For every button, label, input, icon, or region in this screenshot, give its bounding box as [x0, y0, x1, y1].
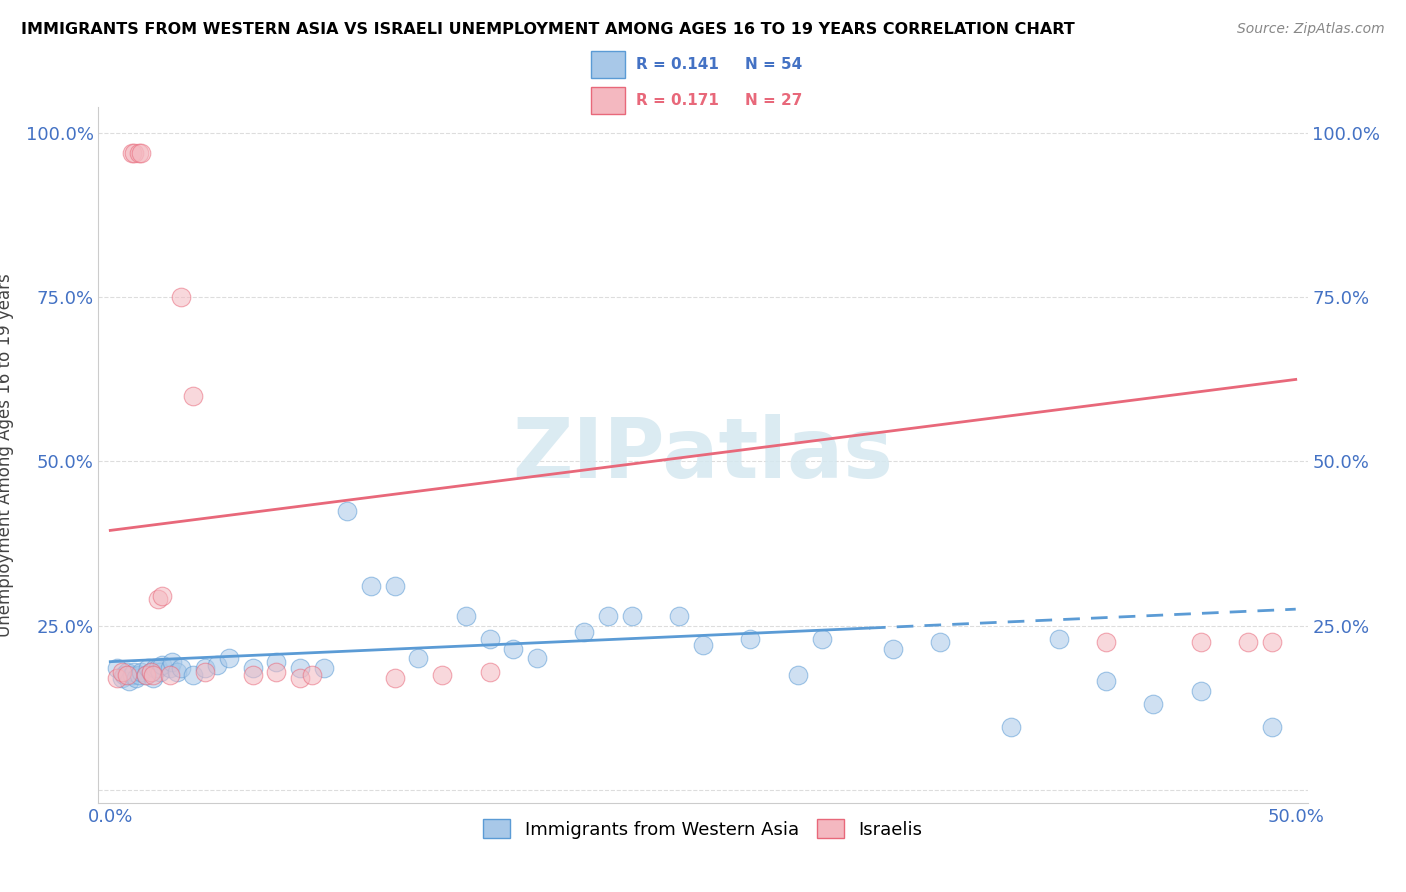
Point: [929, 635, 952, 649]
Point: [810, 632, 832, 646]
Point: [218, 651, 240, 665]
Point: [105, 661, 128, 675]
Point: [264, 655, 287, 669]
Point: [122, 146, 145, 161]
Point: [111, 665, 134, 679]
Point: [146, 661, 169, 675]
Point: [264, 665, 287, 679]
Point: [242, 668, 264, 682]
FancyBboxPatch shape: [592, 51, 626, 78]
Point: [105, 671, 128, 685]
Point: [146, 592, 169, 607]
Point: [526, 651, 548, 665]
Point: [139, 665, 162, 679]
Point: [454, 608, 477, 623]
Point: [384, 671, 406, 685]
Text: N = 27: N = 27: [745, 93, 803, 108]
Point: [111, 671, 134, 685]
Point: [121, 668, 143, 682]
Point: [122, 665, 145, 679]
Text: IMMIGRANTS FROM WESTERN ASIA VS ISRAELI UNEMPLOYMENT AMONG AGES 16 TO 19 YEARS C: IMMIGRANTS FROM WESTERN ASIA VS ISRAELI …: [21, 22, 1074, 37]
Text: N = 54: N = 54: [745, 57, 801, 72]
Point: [1047, 632, 1070, 646]
Point: [1095, 674, 1118, 689]
Point: [1000, 720, 1022, 734]
Point: [166, 665, 188, 679]
Point: [288, 671, 311, 685]
Text: R = 0.141: R = 0.141: [636, 57, 718, 72]
Point: [142, 668, 165, 682]
Point: [135, 668, 157, 682]
Text: Source: ZipAtlas.com: Source: ZipAtlas.com: [1237, 22, 1385, 37]
Point: [159, 668, 181, 682]
Point: [194, 665, 217, 679]
Point: [620, 608, 643, 623]
Point: [1189, 684, 1212, 698]
Point: [360, 579, 382, 593]
Point: [1237, 635, 1260, 649]
Point: [125, 671, 148, 685]
Point: [478, 665, 501, 679]
Point: [170, 290, 193, 304]
Point: [301, 668, 323, 682]
Point: [1261, 720, 1284, 734]
Point: [152, 589, 174, 603]
Point: [312, 661, 335, 675]
Point: [242, 661, 264, 675]
Point: [692, 638, 714, 652]
Legend: Immigrants from Western Asia, Israelis: Immigrants from Western Asia, Israelis: [477, 812, 929, 846]
Point: [159, 661, 181, 675]
Point: [152, 657, 174, 672]
Point: [129, 146, 152, 161]
Point: [882, 641, 904, 656]
Text: R = 0.171: R = 0.171: [636, 93, 718, 108]
Point: [1261, 635, 1284, 649]
Point: [136, 661, 159, 675]
Point: [1142, 698, 1164, 712]
Point: [432, 668, 454, 682]
Point: [384, 579, 406, 593]
Point: [408, 651, 430, 665]
Point: [336, 504, 359, 518]
Point: [1095, 635, 1118, 649]
Point: [181, 668, 204, 682]
Point: [574, 625, 596, 640]
Point: [786, 668, 808, 682]
Point: [1189, 635, 1212, 649]
Point: [121, 146, 143, 161]
Point: [135, 668, 157, 682]
Point: [139, 665, 162, 679]
Point: [598, 608, 620, 623]
Point: [288, 661, 311, 675]
Point: [502, 641, 524, 656]
Point: [205, 657, 228, 672]
Point: [143, 661, 166, 675]
Point: [118, 674, 141, 689]
Point: [128, 668, 150, 682]
Point: [740, 632, 762, 646]
Point: [194, 661, 217, 675]
Y-axis label: Unemployment Among Ages 16 to 19 years: Unemployment Among Ages 16 to 19 years: [0, 273, 14, 637]
FancyBboxPatch shape: [592, 87, 626, 114]
Point: [668, 608, 690, 623]
Point: [115, 665, 138, 679]
Text: ZIPatlas: ZIPatlas: [513, 415, 893, 495]
Point: [478, 632, 501, 646]
Point: [128, 146, 150, 161]
Point: [181, 389, 204, 403]
Point: [160, 655, 183, 669]
Point: [170, 661, 193, 675]
Point: [115, 668, 138, 682]
Point: [129, 665, 152, 679]
Point: [142, 671, 165, 685]
Point: [149, 665, 172, 679]
Point: [114, 668, 136, 682]
